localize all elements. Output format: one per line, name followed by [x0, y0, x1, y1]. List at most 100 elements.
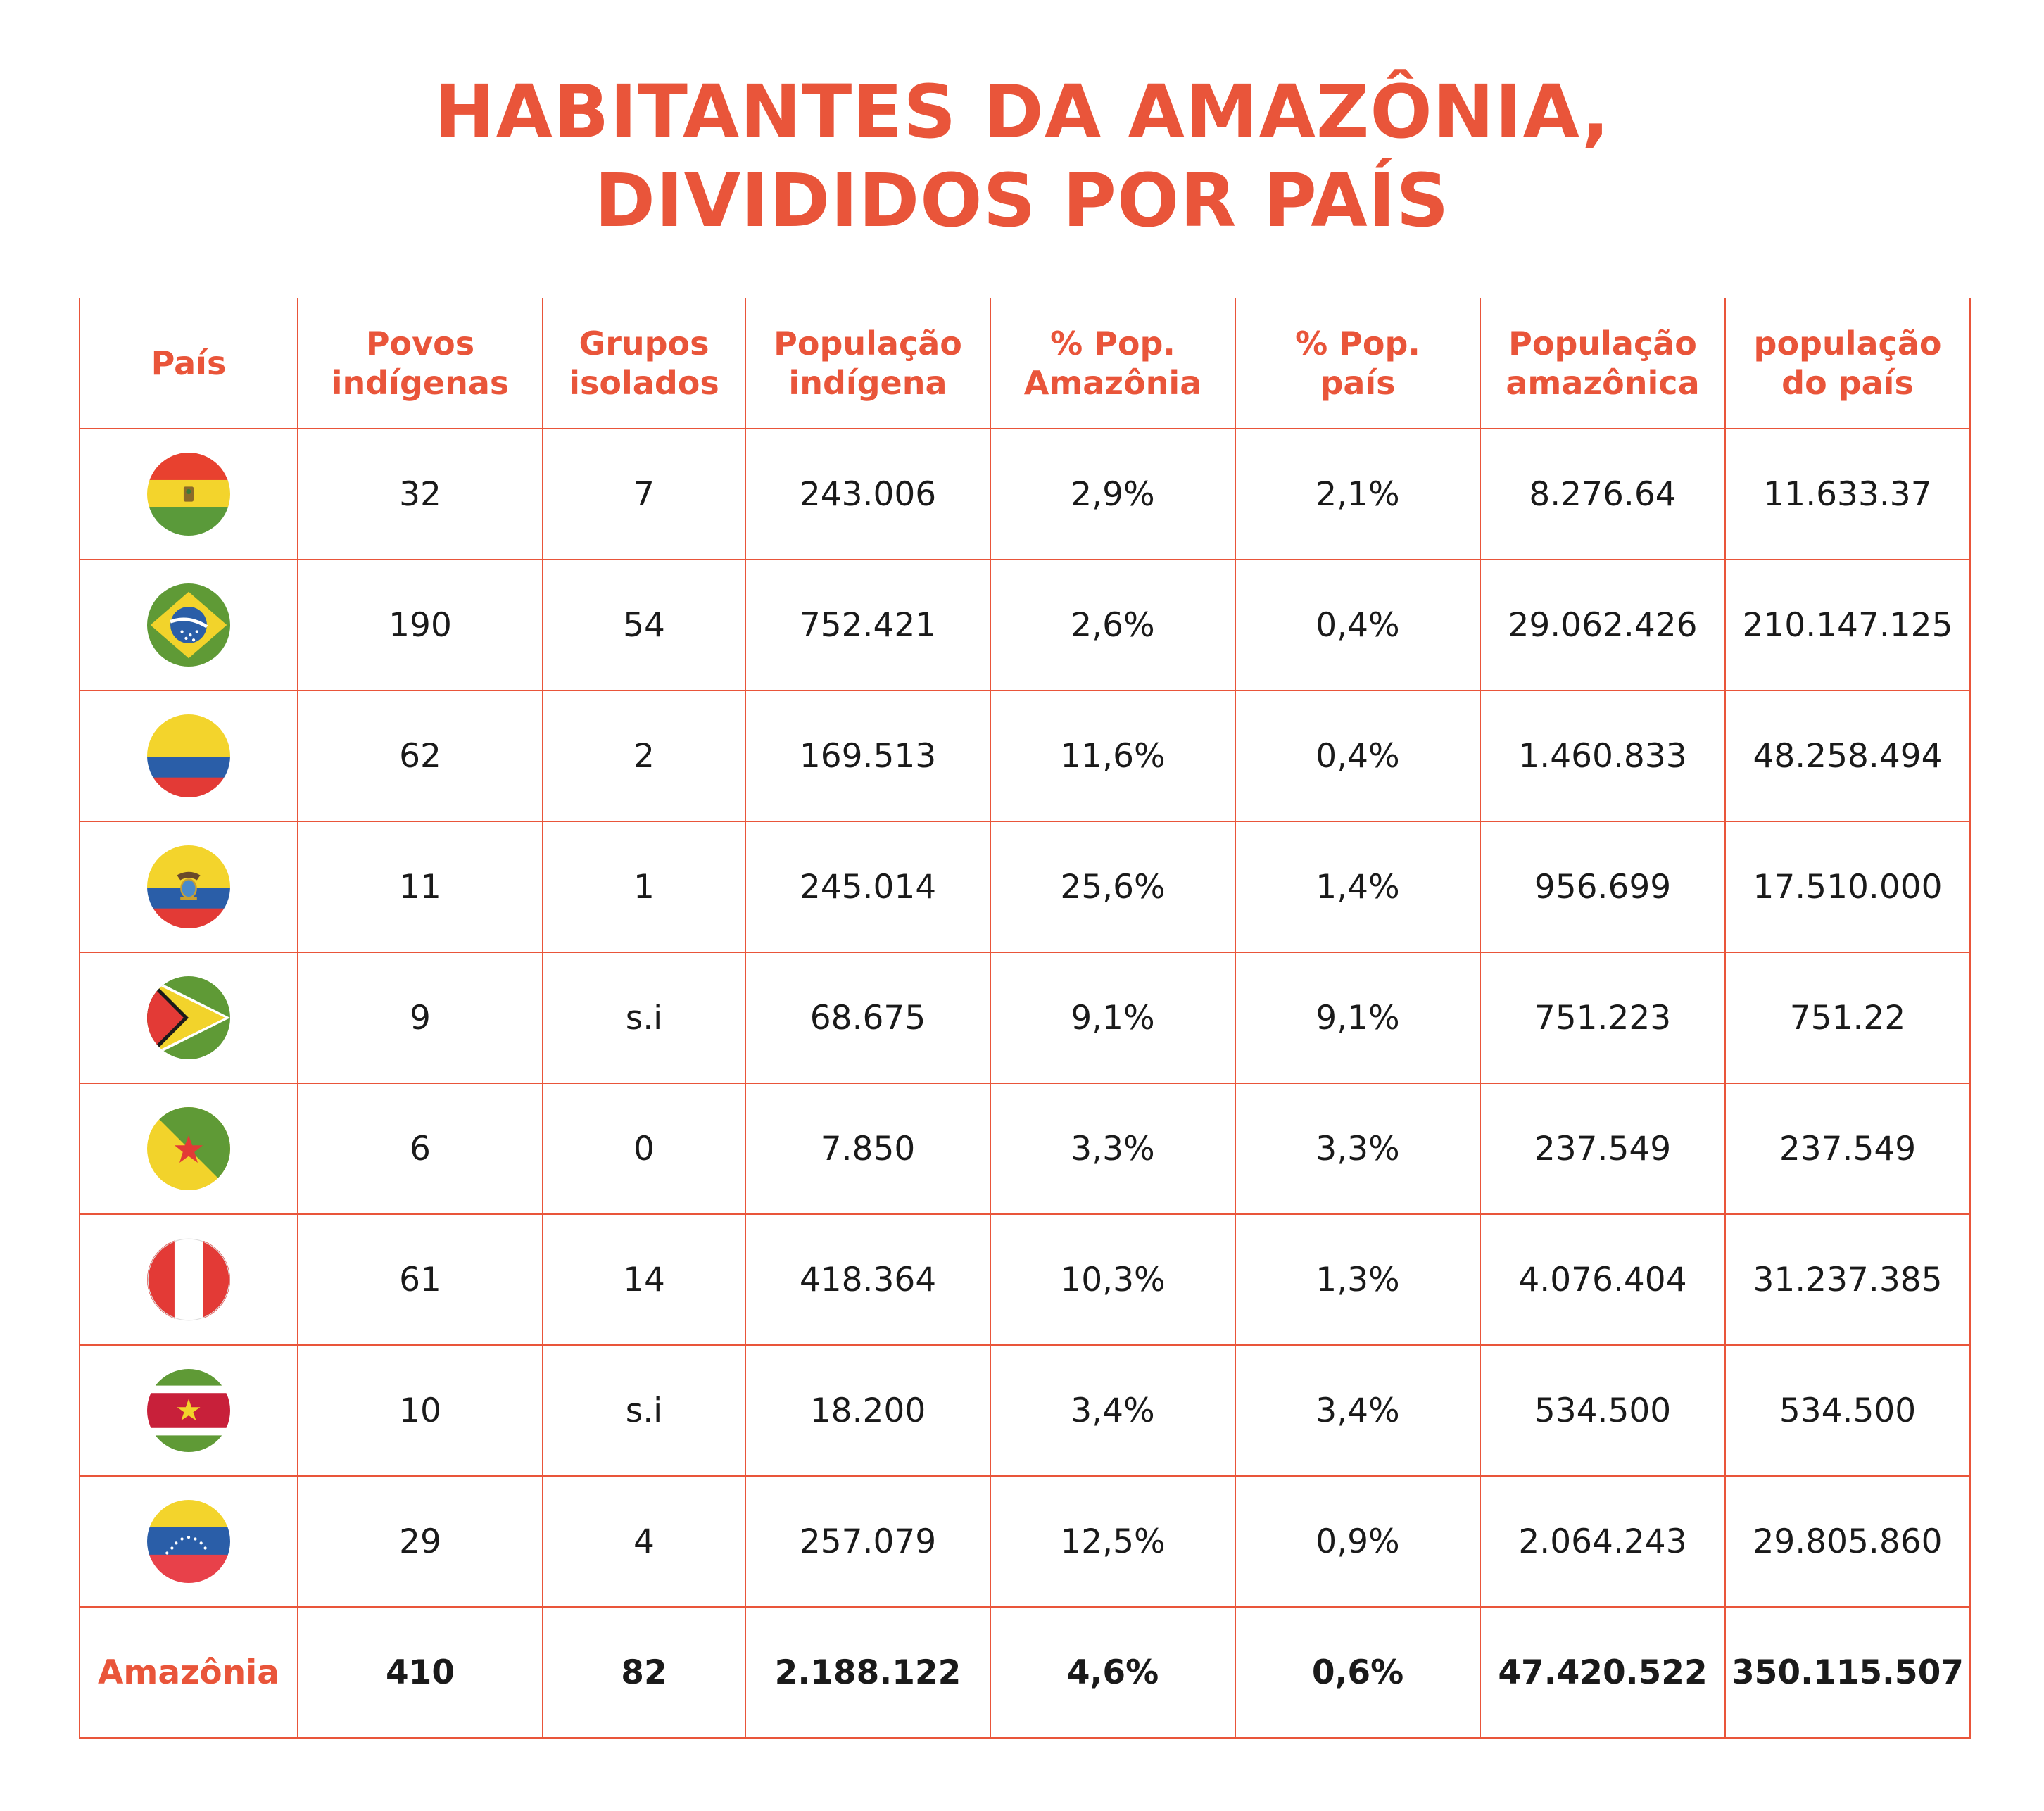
flag-cell	[79, 560, 298, 691]
flag-cell	[79, 1214, 298, 1346]
cell-pop-amazonica: 8.276.64	[1480, 429, 1726, 560]
cell-grupos: s.i	[543, 952, 746, 1084]
table-row: 32 7 243.006 2,9% 2,1% 8.276.64 11.633.3…	[79, 429, 1971, 560]
cell-pop-amazonica: 534.500	[1480, 1345, 1726, 1477]
total-grupos: 82	[543, 1607, 746, 1739]
total-pop-pais: 350.115.507	[1725, 1607, 1971, 1739]
cell-pop-pais: 48.258.494	[1725, 690, 1971, 822]
cell-povos: 10	[298, 1345, 543, 1477]
cell-pct-amazonia: 12,5%	[990, 1476, 1236, 1608]
french-guiana-flag-icon	[147, 1107, 230, 1190]
cell-pop-amazonica: 1.460.833	[1480, 690, 1726, 822]
table-row: 190 54 752.421 2,6% 0,4% 29.062.426 210.…	[79, 560, 1971, 691]
total-povos: 410	[298, 1607, 543, 1739]
cell-pop-pais: 534.500	[1725, 1345, 1971, 1477]
cell-povos: 6	[298, 1083, 543, 1215]
guyana-flag-icon	[147, 976, 230, 1059]
cell-pop-indigena: 18.200	[745, 1345, 991, 1477]
title-line-1: HABITANTES DA AMAZÔNIA,	[434, 69, 1610, 155]
cell-pct-amazonia: 11,6%	[990, 690, 1236, 822]
suriname-flag-icon	[147, 1369, 230, 1452]
cell-pct-pais: 3,3%	[1235, 1083, 1481, 1215]
page-title: HABITANTES DA AMAZÔNIA, DIVIDIDOS POR PA…	[0, 68, 2044, 245]
flag-cell	[79, 1083, 298, 1215]
colombia-flag-icon	[147, 714, 230, 797]
cell-grupos: 0	[543, 1083, 746, 1215]
cell-povos: 61	[298, 1214, 543, 1346]
total-label: Amazônia	[79, 1607, 298, 1739]
cell-pct-pais: 1,3%	[1235, 1214, 1481, 1346]
total-pop-amazonica: 47.420.522	[1480, 1607, 1726, 1739]
cell-pct-amazonia: 25,6%	[990, 821, 1236, 953]
cell-pop-amazonica: 29.062.426	[1480, 560, 1726, 691]
title-line-2: DIVIDIDOS POR PAÍS	[594, 158, 1450, 244]
cell-grupos: 1	[543, 821, 746, 953]
table-row: 29 4 257.079 12,5% 0,9% 2.064.243 29.805…	[79, 1476, 1971, 1608]
cell-pct-pais: 0,9%	[1235, 1476, 1481, 1608]
cell-povos: 29	[298, 1476, 543, 1608]
cell-pop-indigena: 752.421	[745, 560, 991, 691]
cell-pop-amazonica: 4.076.404	[1480, 1214, 1726, 1346]
cell-pop-amazonica: 2.064.243	[1480, 1476, 1726, 1608]
header-populacao-indigena: População indígena	[745, 298, 991, 429]
cell-pop-pais: 17.510.000	[1725, 821, 1971, 953]
cell-povos: 9	[298, 952, 543, 1084]
cell-pct-amazonia: 10,3%	[990, 1214, 1236, 1346]
cell-pop-indigena: 68.675	[745, 952, 991, 1084]
cell-pop-pais: 11.633.37	[1725, 429, 1971, 560]
header-grupos-isolados: Grupos isolados	[543, 298, 746, 429]
cell-pop-pais: 751.22	[1725, 952, 1971, 1084]
cell-povos: 62	[298, 690, 543, 822]
cell-pop-pais: 29.805.860	[1725, 1476, 1971, 1608]
cell-pct-amazonia: 3,3%	[990, 1083, 1236, 1215]
table-row: 62 2 169.513 11,6% 0,4% 1.460.833 48.258…	[79, 690, 1971, 822]
brazil-flag-icon	[147, 583, 230, 667]
flag-cell	[79, 1476, 298, 1608]
table-row: 10 s.i 18.200 3,4% 3,4% 534.500 534.500	[79, 1345, 1971, 1477]
venezuela-flag-icon	[147, 1500, 230, 1583]
flag-cell	[79, 1345, 298, 1477]
cell-pop-indigena: 245.014	[745, 821, 991, 953]
cell-pop-amazonica: 956.699	[1480, 821, 1726, 953]
cell-pop-pais: 31.237.385	[1725, 1214, 1971, 1346]
cell-grupos: 7	[543, 429, 746, 560]
header-povos-indigenas: Povos indígenas	[298, 298, 543, 429]
cell-grupos: 54	[543, 560, 746, 691]
cell-grupos: s.i	[543, 1345, 746, 1477]
total-pop-indigena: 2.188.122	[745, 1607, 991, 1739]
total-row: Amazônia 410 82 2.188.122 4,6% 0,6% 47.4…	[79, 1607, 1971, 1739]
bolivia-flag-icon	[147, 453, 230, 536]
cell-pop-amazonica: 751.223	[1480, 952, 1726, 1084]
cell-pop-pais: 237.549	[1725, 1083, 1971, 1215]
cell-pop-indigena: 169.513	[745, 690, 991, 822]
cell-povos: 32	[298, 429, 543, 560]
flag-cell	[79, 429, 298, 560]
ecuador-flag-icon	[147, 845, 230, 928]
cell-pct-pais: 1,4%	[1235, 821, 1481, 953]
cell-pop-indigena: 418.364	[745, 1214, 991, 1346]
cell-grupos: 2	[543, 690, 746, 822]
cell-pop-pais: 210.147.125	[1725, 560, 1971, 691]
cell-pct-pais: 3,4%	[1235, 1345, 1481, 1477]
cell-pop-indigena: 243.006	[745, 429, 991, 560]
header-pais: País	[79, 298, 298, 429]
table-row: 6 0 7.850 3,3% 3,3% 237.549 237.549	[79, 1083, 1971, 1215]
cell-pop-indigena: 7.850	[745, 1083, 991, 1215]
cell-povos: 11	[298, 821, 543, 953]
flag-cell	[79, 821, 298, 953]
cell-pct-pais: 2,1%	[1235, 429, 1481, 560]
cell-pop-amazonica: 237.549	[1480, 1083, 1726, 1215]
flag-cell	[79, 690, 298, 822]
cell-pct-amazonia: 9,1%	[990, 952, 1236, 1084]
flag-cell	[79, 952, 298, 1084]
cell-pct-pais: 9,1%	[1235, 952, 1481, 1084]
total-pct-pais: 0,6%	[1235, 1607, 1481, 1739]
header-pct-pop-pais: % Pop. país	[1235, 298, 1481, 429]
cell-pct-pais: 0,4%	[1235, 690, 1481, 822]
total-pct-amazonia: 4,6%	[990, 1607, 1236, 1739]
cell-povos: 190	[298, 560, 543, 691]
cell-pct-pais: 0,4%	[1235, 560, 1481, 691]
cell-grupos: 4	[543, 1476, 746, 1608]
table-row: 11 1 245.014 25,6% 1,4% 956.699 17.510.0…	[79, 821, 1971, 953]
cell-pct-amazonia: 2,6%	[990, 560, 1236, 691]
